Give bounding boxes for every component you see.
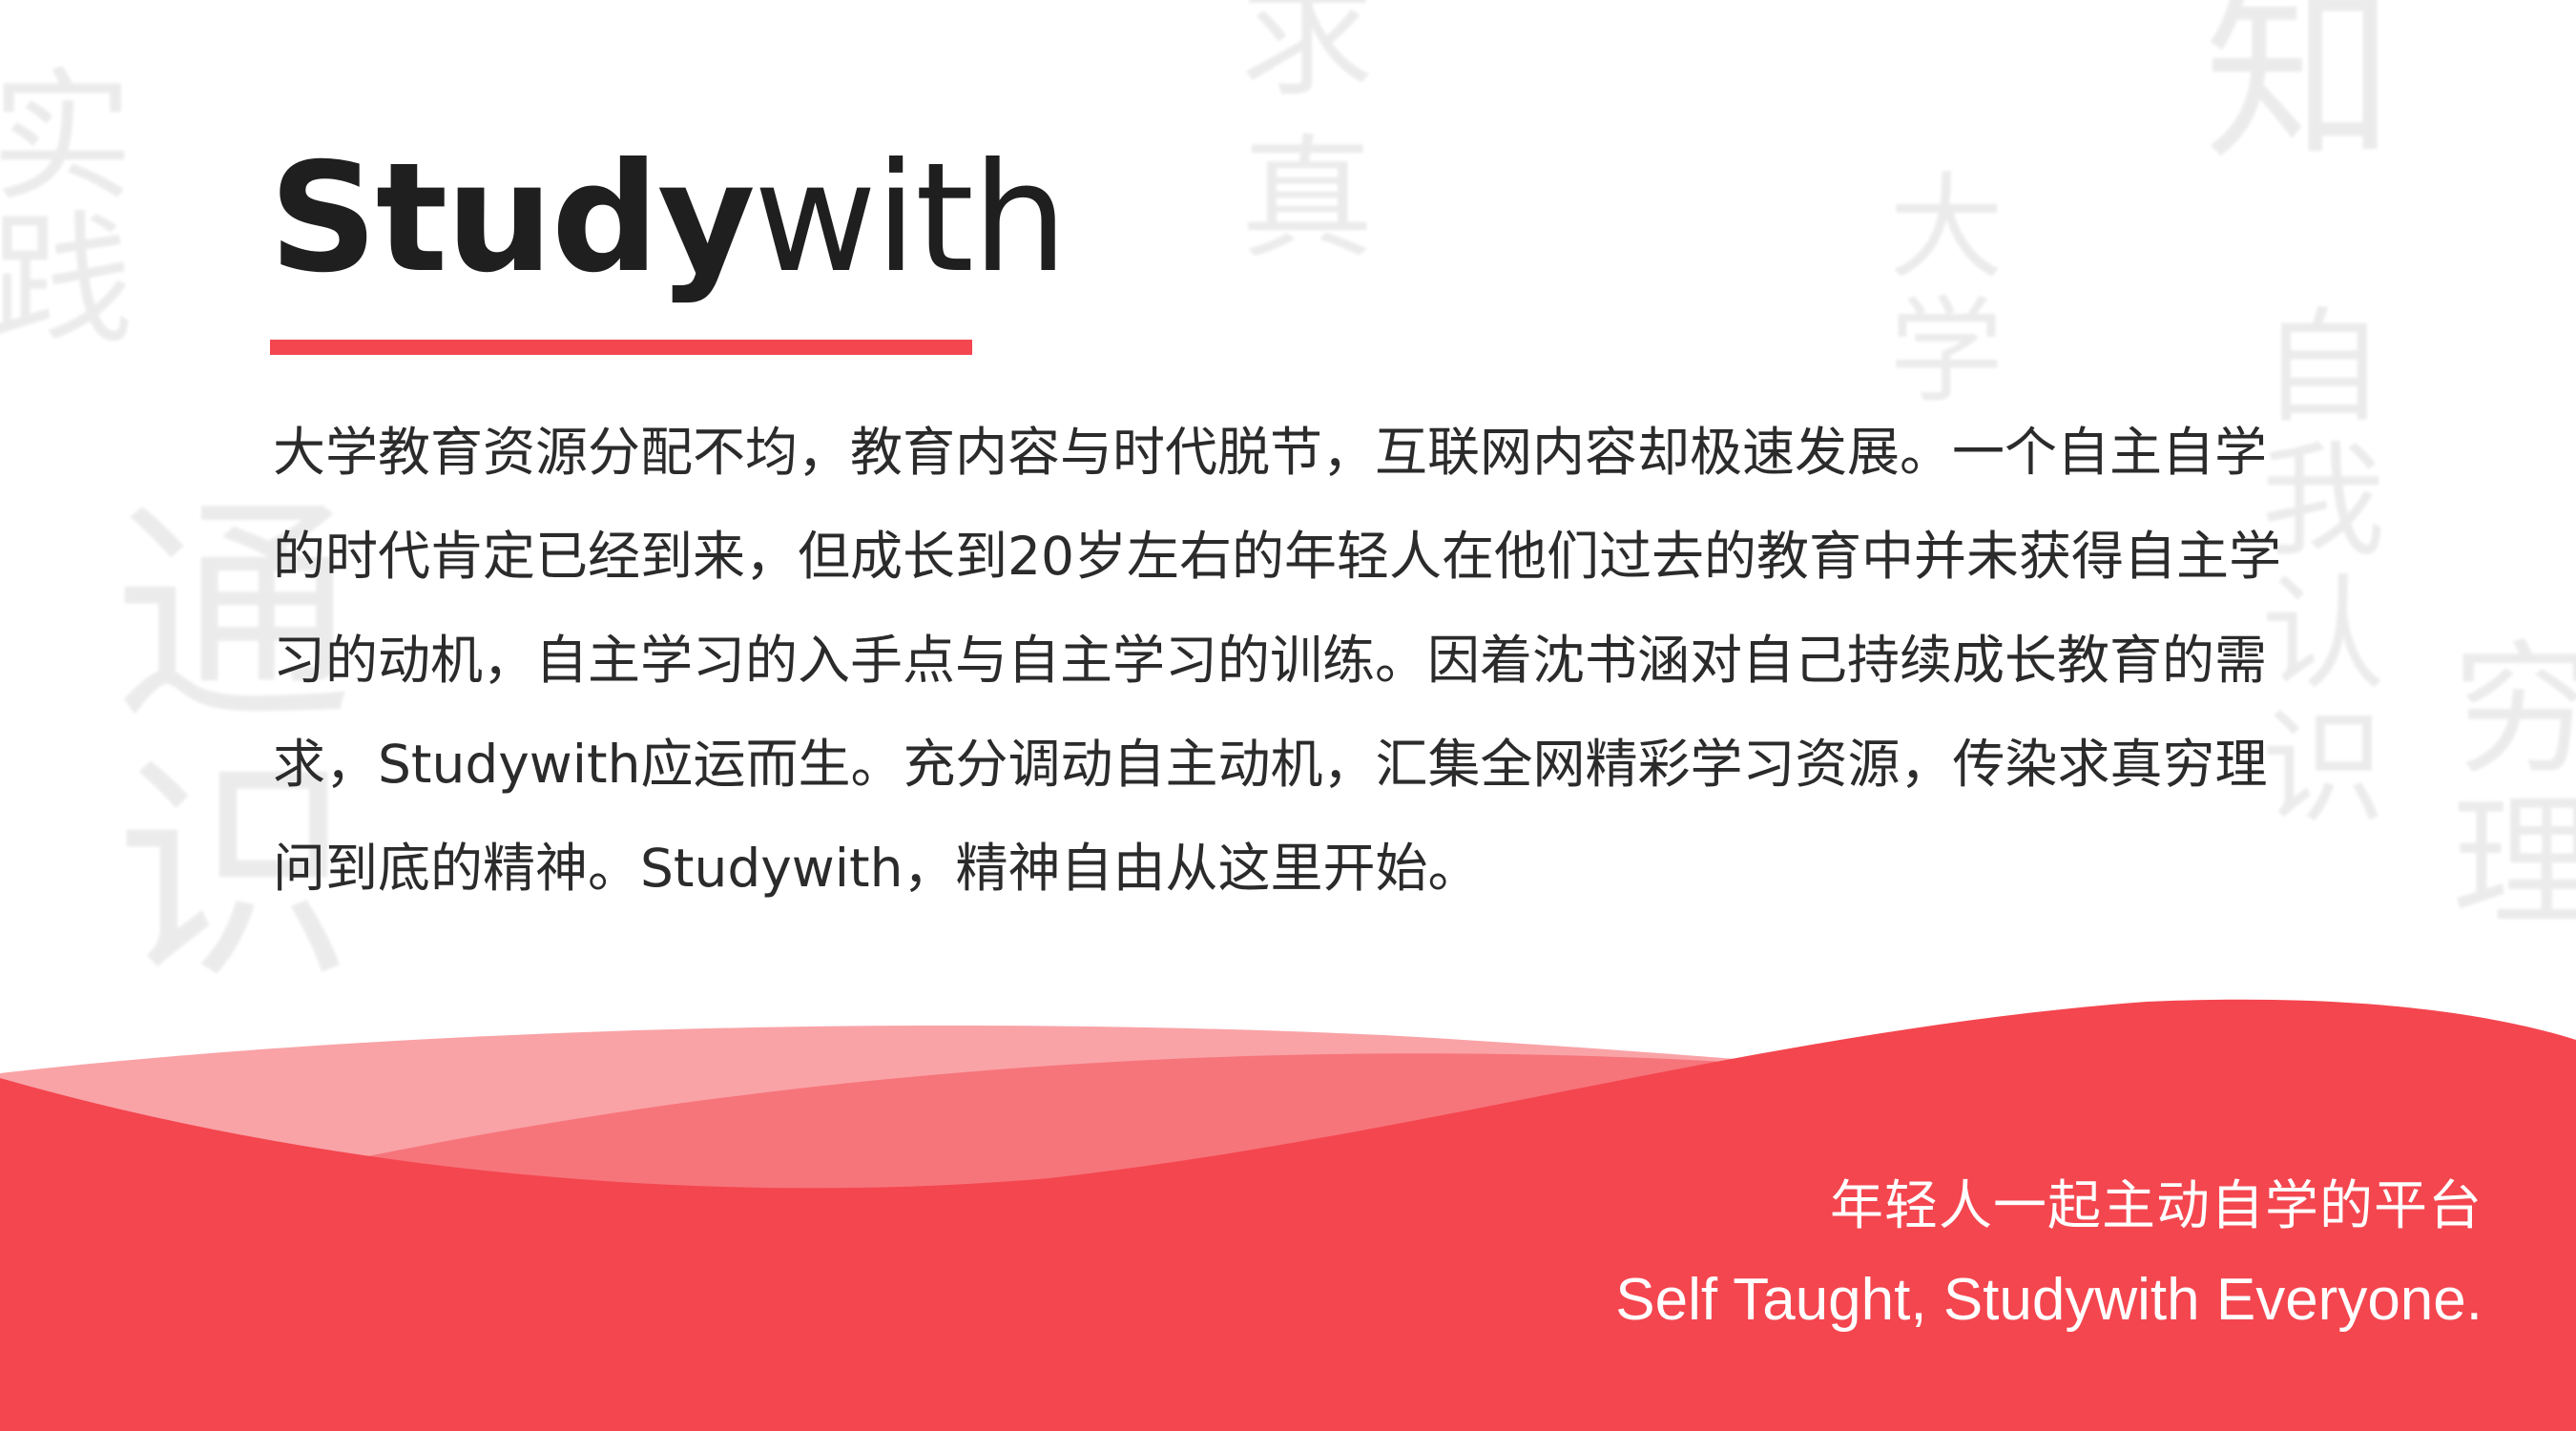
logo-wordmark: Studywith	[269, 143, 1068, 294]
tagline-chinese: 年轻人一起主动自学的平台	[1830, 1175, 2483, 1237]
tagline: 年轻人一起主动自学的平台 Self Taught, Studywith Ever…	[1615, 1169, 2483, 1348]
bg-char-wo: 我	[2261, 428, 2386, 573]
bg-char-shi2: 识	[114, 734, 353, 1011]
bg-char-li: 理	[2452, 780, 2576, 946]
bg-char-ren: 认	[2261, 562, 2386, 707]
bg-char-da: 大	[1889, 162, 2004, 295]
bg-char-zhen: 真	[1240, 122, 1375, 278]
tagline-english: Self Taught, Studywith Everyone.	[1615, 1267, 2483, 1333]
bg-char-tong: 通	[114, 476, 353, 754]
bg-char-zi: 自	[2261, 295, 2386, 440]
bg-char-shi: 实	[0, 55, 135, 221]
bg-char-zhi: 知	[2204, 0, 2396, 187]
bg-char-xue: 学	[1889, 286, 2004, 419]
bg-char-qiu: 求	[1240, 0, 1375, 115]
description-paragraph: 大学教育资源分配不均，教育内容与时代脱节，互联网内容却极速发展。一个自主自学的时…	[273, 422, 2281, 899]
logo-underline-bar	[270, 340, 972, 355]
bg-char-jian: 践	[0, 198, 135, 364]
bg-char-qiong: 穷	[2452, 628, 2576, 794]
logo-with: with	[753, 131, 1068, 306]
wave-front	[0, 999, 2576, 1431]
logo-study: Study	[269, 131, 756, 306]
bg-char-shi3: 识	[2261, 695, 2386, 840]
